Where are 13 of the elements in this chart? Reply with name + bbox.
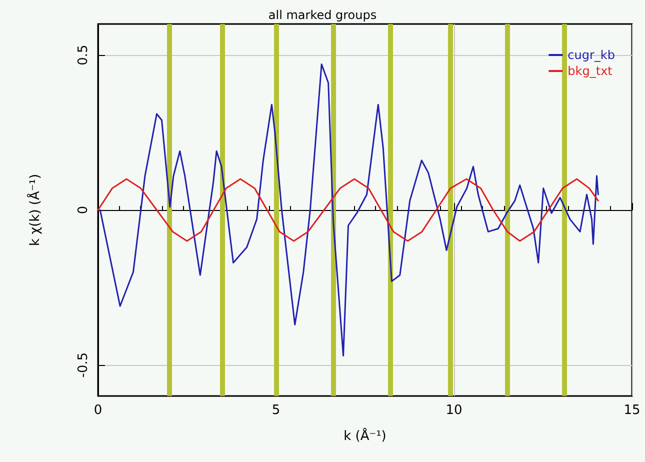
chart-title: all marked groups (268, 8, 377, 22)
x-axis-title: k (Å⁻¹) (344, 427, 386, 444)
x-tick-label: 0 (94, 403, 102, 418)
y-tick-label: 0.5 (76, 44, 91, 66)
line-series (97, 178, 599, 242)
legend-label: bkg_txt (568, 64, 613, 78)
y-tick-label: 0 (76, 206, 91, 214)
y-axis-title: k χ(k) (Å⁻¹) (26, 174, 43, 246)
x-tick-label: 10 (446, 403, 462, 418)
y-tick-label: -0.5 (76, 352, 91, 378)
legend-label: cugr_kb (568, 48, 616, 62)
x-tick-label: 5 (272, 403, 280, 418)
x-tick-label: 15 (624, 403, 640, 418)
